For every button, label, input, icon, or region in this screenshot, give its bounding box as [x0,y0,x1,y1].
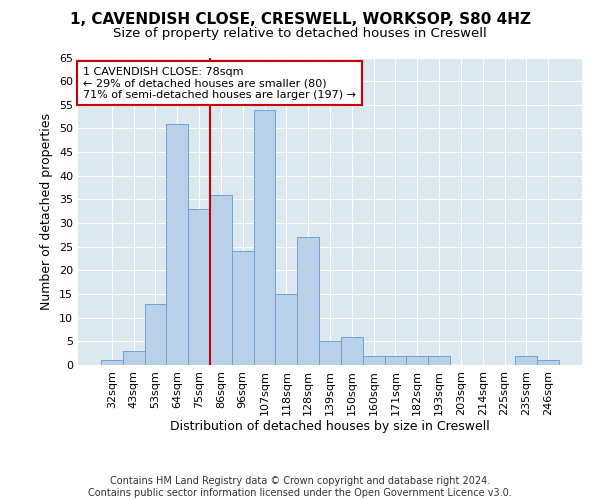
Bar [188,209,210,365]
Bar [254,110,275,365]
Bar [341,336,363,365]
Bar [515,356,537,365]
X-axis label: Distribution of detached houses by size in Creswell: Distribution of detached houses by size … [170,420,490,434]
Bar [101,360,123,365]
Bar [537,360,559,365]
Bar [123,351,145,365]
Bar [385,356,406,365]
Bar [428,356,450,365]
Text: Contains HM Land Registry data © Crown copyright and database right 2024.
Contai: Contains HM Land Registry data © Crown c… [88,476,512,498]
Bar [297,238,319,365]
Bar [275,294,297,365]
Bar [166,124,188,365]
Text: Size of property relative to detached houses in Creswell: Size of property relative to detached ho… [113,28,487,40]
Bar [363,356,385,365]
Bar [232,252,254,365]
Bar [145,304,166,365]
Text: 1 CAVENDISH CLOSE: 78sqm
← 29% of detached houses are smaller (80)
71% of semi-d: 1 CAVENDISH CLOSE: 78sqm ← 29% of detach… [83,66,356,100]
Bar [210,194,232,365]
Bar [406,356,428,365]
Text: 1, CAVENDISH CLOSE, CRESWELL, WORKSOP, S80 4HZ: 1, CAVENDISH CLOSE, CRESWELL, WORKSOP, S… [70,12,530,28]
Y-axis label: Number of detached properties: Number of detached properties [40,113,53,310]
Bar [319,342,341,365]
